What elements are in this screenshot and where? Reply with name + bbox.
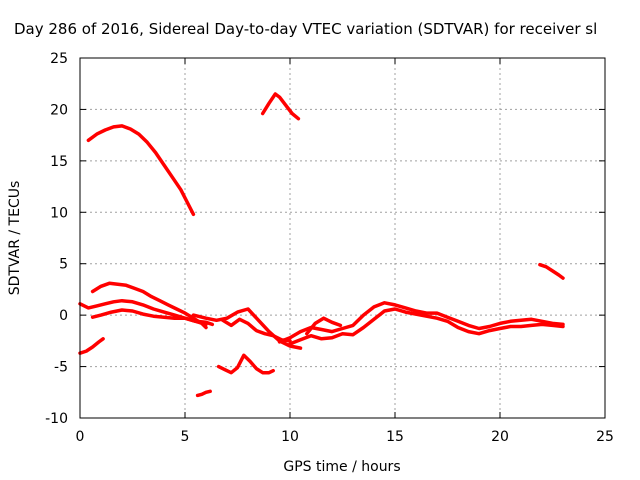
y-tick-label: 20 (50, 102, 68, 118)
series-track-2 (260, 92, 301, 121)
x-axis-label: GPS time / hours (283, 459, 400, 475)
y-tick-label: 25 (50, 51, 68, 67)
series-track-5 (90, 281, 208, 330)
y-tick-label: 10 (50, 205, 68, 221)
y-axis-label: SDTVAR / TECUs (7, 181, 23, 296)
data-series (78, 92, 565, 398)
series-track-11 (305, 316, 343, 336)
series-track-14 (195, 389, 212, 398)
series-track-12 (78, 337, 105, 355)
y-tick-label: 0 (59, 308, 68, 324)
series-track-8 (221, 317, 292, 343)
tick-labels: 0 5 10 15 20 25 -10 -5 0 5 10 15 20 25 (45, 51, 614, 445)
x-tick-label: 15 (386, 429, 404, 445)
series-track-6 (90, 308, 215, 327)
series-track-9 (277, 301, 565, 344)
x-tick-label: 5 (181, 429, 190, 445)
grid-lines (80, 58, 605, 418)
chart-title: Day 286 of 2016, Sidereal Day-to-day VTE… (14, 20, 597, 38)
series-track-7 (191, 307, 303, 350)
y-tick-label: 15 (50, 154, 68, 170)
x-tick-label: 25 (596, 429, 614, 445)
y-tick-label: -10 (45, 411, 68, 427)
series-track-10 (288, 307, 565, 346)
x-tick-label: 20 (491, 429, 509, 445)
y-tick-label: 5 (59, 257, 68, 273)
x-tick-label: 0 (76, 429, 85, 445)
x-tick-label: 10 (281, 429, 299, 445)
plot-border (79, 57, 606, 419)
series-track-13 (216, 353, 275, 375)
series-track-3 (538, 262, 565, 280)
series-track-1 (86, 124, 196, 217)
y-tick-label: -5 (54, 360, 68, 376)
